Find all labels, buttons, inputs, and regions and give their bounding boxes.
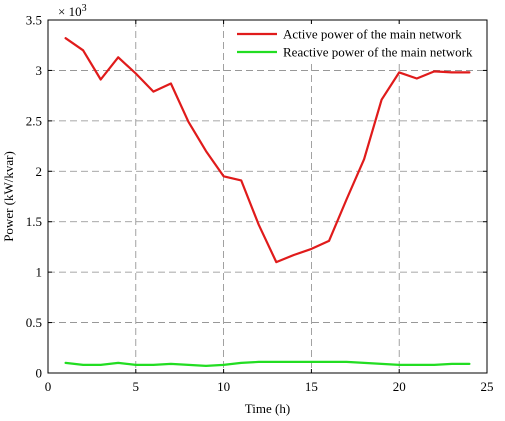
y-tick-label: 3.5 <box>26 13 42 28</box>
plot-frame <box>47 19 488 374</box>
x-tick-label: 15 <box>305 379 318 394</box>
x-tick-label: 20 <box>393 379 406 394</box>
x-tick-label: 25 <box>481 379 494 394</box>
grid-layer <box>48 20 487 373</box>
y-multiplier: × 103 <box>58 3 87 19</box>
legend-label-reactive-power: Reactive power of the main network <box>283 45 473 60</box>
y-tick-label: 0.5 <box>26 315 42 330</box>
y-multiplier-base: × 10 <box>58 4 82 19</box>
series-line-0 <box>64 37 471 264</box>
legend-box <box>229 24 483 64</box>
y-tick-label: 1 <box>36 265 43 280</box>
x-tick-label: 0 <box>45 379 52 394</box>
x-tick-label: 5 <box>133 379 140 394</box>
legend: Active power of the main network Reactiv… <box>229 24 483 64</box>
y-axis-label: Power (kW/kvar) <box>1 151 16 242</box>
legend-label-active-power: Active power of the main network <box>283 27 462 42</box>
y-tick-label: 2 <box>36 164 43 179</box>
y-tick-label: 3 <box>36 63 43 78</box>
tick-layer: 0 5 10 15 20 25 0 0.5 1 1.5 2 2.5 3 3.5 <box>26 13 494 395</box>
series-layer <box>64 37 471 367</box>
y-tick-label: 2.5 <box>26 113 42 128</box>
series-line-1 <box>64 360 471 367</box>
y-tick-label: 0 <box>36 366 43 381</box>
x-axis-label: Time (h) <box>245 401 290 416</box>
y-tick-label: 1.5 <box>26 214 42 229</box>
y-multiplier-exponent: 3 <box>82 3 87 14</box>
x-tick-label: 10 <box>217 379 230 394</box>
